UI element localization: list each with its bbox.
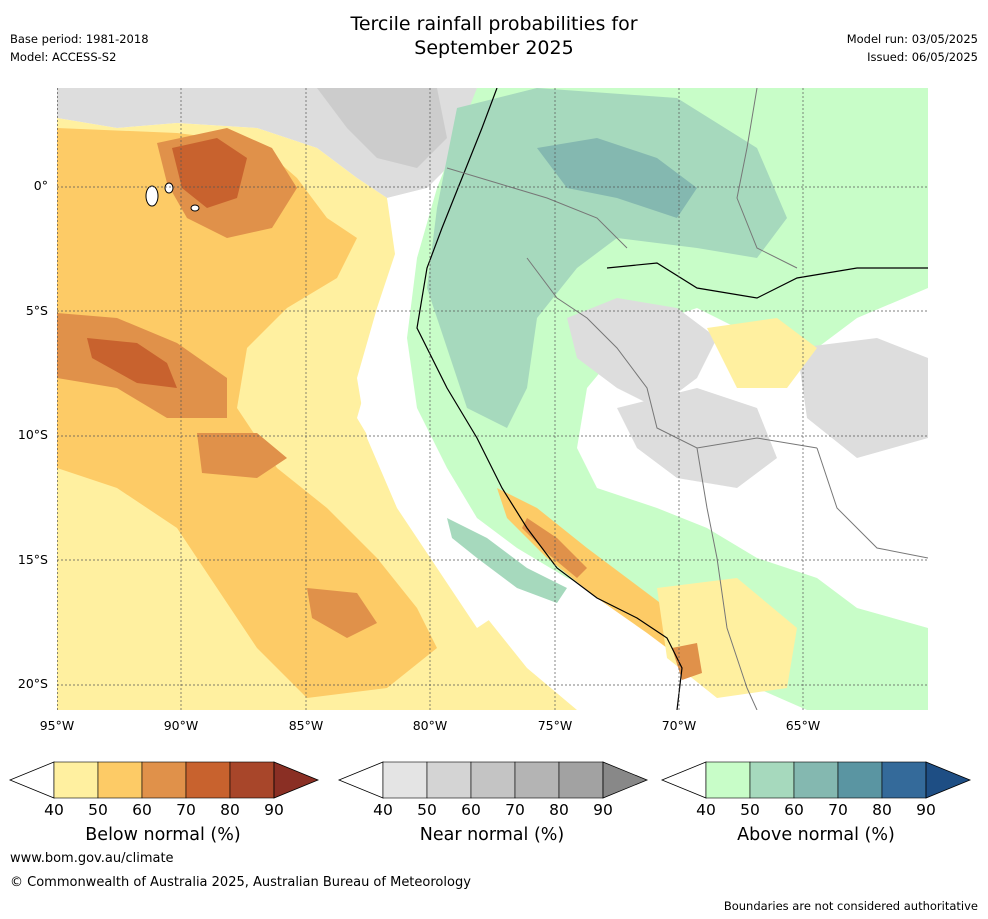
colorbar-segment bbox=[749, 761, 795, 799]
below-normal-west-mid bbox=[57, 128, 437, 698]
colorbar-tick-label: 40 bbox=[44, 801, 64, 819]
colorbar-segment bbox=[185, 761, 231, 799]
lon-label-75w: 75°W bbox=[537, 718, 573, 733]
website-link[interactable]: www.bom.gov.au/climate bbox=[10, 851, 174, 866]
colorbar-over-triangle bbox=[602, 761, 649, 799]
meta-left: Base period: 1981-2018 Model: ACCESS-S2 bbox=[10, 30, 149, 66]
colorbar-segment bbox=[229, 761, 275, 799]
lon-label-90w: 90°W bbox=[163, 718, 199, 733]
below-normal-inland-east bbox=[707, 318, 817, 388]
below-normal-peru-coast bbox=[497, 488, 707, 663]
base-period: Base period: 1981-2018 bbox=[10, 32, 149, 46]
colorbar-segment bbox=[514, 761, 560, 799]
colorbar-tick-label: 90 bbox=[916, 801, 936, 819]
colorbar-over-triangle bbox=[273, 761, 320, 799]
rainfall-map bbox=[57, 88, 928, 710]
colorbar-tick-label: 50 bbox=[88, 801, 108, 819]
legend-label-above: Above normal (%) bbox=[737, 825, 895, 845]
title-line-1: Tercile rainfall probabilities for bbox=[350, 13, 638, 35]
colorbar-tick-label: 70 bbox=[505, 801, 525, 819]
colorbar-tick-label: 60 bbox=[461, 801, 481, 819]
lat-label-15s: 15°S bbox=[17, 552, 48, 567]
lon-label-65w: 65°W bbox=[785, 718, 821, 733]
border-lines bbox=[446, 88, 928, 710]
amazon-coast bbox=[606, 262, 928, 299]
lat-label-20s: 20°S bbox=[17, 676, 48, 691]
near-normal-inland bbox=[567, 298, 717, 408]
legend-colorbars bbox=[8, 761, 972, 799]
colorbar-below-normal bbox=[8, 761, 320, 799]
near-normal-region-nw-core bbox=[317, 88, 447, 168]
map-gridlines bbox=[57, 88, 928, 710]
colorbar-segment bbox=[881, 761, 927, 799]
above-normal-land-mid bbox=[427, 88, 787, 428]
lon-label-70w: 70°W bbox=[661, 718, 697, 733]
colorbar-segment bbox=[53, 761, 99, 799]
colorbar-tick-label: 40 bbox=[373, 801, 393, 819]
colorbar-segment bbox=[470, 761, 516, 799]
colorbar-segment bbox=[97, 761, 143, 799]
galapagos-islands bbox=[145, 182, 200, 212]
colorbar-segment bbox=[558, 761, 604, 799]
colorbar-near-normal bbox=[337, 761, 649, 799]
title-line-2: September 2025 bbox=[414, 37, 574, 59]
near-normal-bolivia bbox=[617, 388, 777, 488]
colorbar-tick-label: 80 bbox=[549, 801, 569, 819]
copyright-text: © Commonwealth of Australia 2025, Austra… bbox=[10, 875, 471, 890]
colorbar-under-triangle bbox=[660, 761, 707, 799]
lat-label-10s: 10°S bbox=[17, 427, 48, 442]
below-normal-west-patch-core bbox=[87, 338, 177, 388]
colorbar-segment bbox=[837, 761, 883, 799]
below-normal-chile-core bbox=[672, 643, 702, 680]
above-normal-land-core bbox=[537, 138, 697, 218]
colorbar-over-triangle bbox=[925, 761, 972, 799]
colorbar-segment bbox=[426, 761, 472, 799]
colorbar-under-triangle bbox=[337, 761, 384, 799]
below-normal-central-patch bbox=[197, 433, 287, 478]
colorbar-segment bbox=[705, 761, 751, 799]
lon-label-85w: 85°W bbox=[288, 718, 324, 733]
legend-label-below: Below normal (%) bbox=[85, 825, 241, 845]
below-normal-galapagos-core bbox=[172, 138, 247, 208]
map-canvas bbox=[57, 88, 928, 710]
colorbar-tick-label: 90 bbox=[593, 801, 613, 819]
coastline bbox=[416, 88, 683, 710]
colorbar-segment bbox=[793, 761, 839, 799]
map-title: Tercile rainfall probabilities for Septe… bbox=[0, 12, 988, 60]
colorbar-segment bbox=[141, 761, 187, 799]
above-normal-coastal-band bbox=[447, 518, 567, 603]
meta-right: Model run: 03/05/2025 Issued: 06/05/2025 bbox=[847, 30, 978, 66]
colorbar-tick-label: 50 bbox=[740, 801, 760, 819]
colorbar-tick-label: 70 bbox=[828, 801, 848, 819]
disclaimer-text: Boundaries are not considered authoritat… bbox=[723, 899, 978, 913]
legend-label-near: Near normal (%) bbox=[419, 825, 565, 845]
lon-label-95w: 95°W bbox=[39, 718, 75, 733]
colorbar-under-triangle bbox=[8, 761, 55, 799]
model-run: Model run: 03/05/2025 bbox=[846, 32, 978, 46]
colorbar-tick-label: 60 bbox=[132, 801, 152, 819]
colorbar-tick-label: 80 bbox=[872, 801, 892, 819]
colorbar-tick-label: 50 bbox=[417, 801, 437, 819]
colorbar-tick-label: 60 bbox=[784, 801, 804, 819]
colorbar-segment bbox=[382, 761, 428, 799]
near-normal-east bbox=[797, 338, 928, 458]
model-name: Model: ACCESS-S2 bbox=[10, 50, 117, 64]
lon-label-80w: 80°W bbox=[412, 718, 448, 733]
lat-label-0: 0° bbox=[33, 178, 48, 193]
colorbar-tick-label: 70 bbox=[176, 801, 196, 819]
colorbar-tick-label: 80 bbox=[220, 801, 240, 819]
below-normal-peru-coast-core bbox=[522, 518, 587, 578]
below-normal-south-patch bbox=[307, 588, 377, 638]
colorbar-above-normal bbox=[660, 761, 972, 799]
colorbar-tick-label: 40 bbox=[696, 801, 716, 819]
lat-label-5s: 5°S bbox=[25, 303, 48, 318]
colorbar-tick-label: 90 bbox=[264, 801, 284, 819]
issued-date: Issued: 06/05/2025 bbox=[867, 50, 978, 64]
